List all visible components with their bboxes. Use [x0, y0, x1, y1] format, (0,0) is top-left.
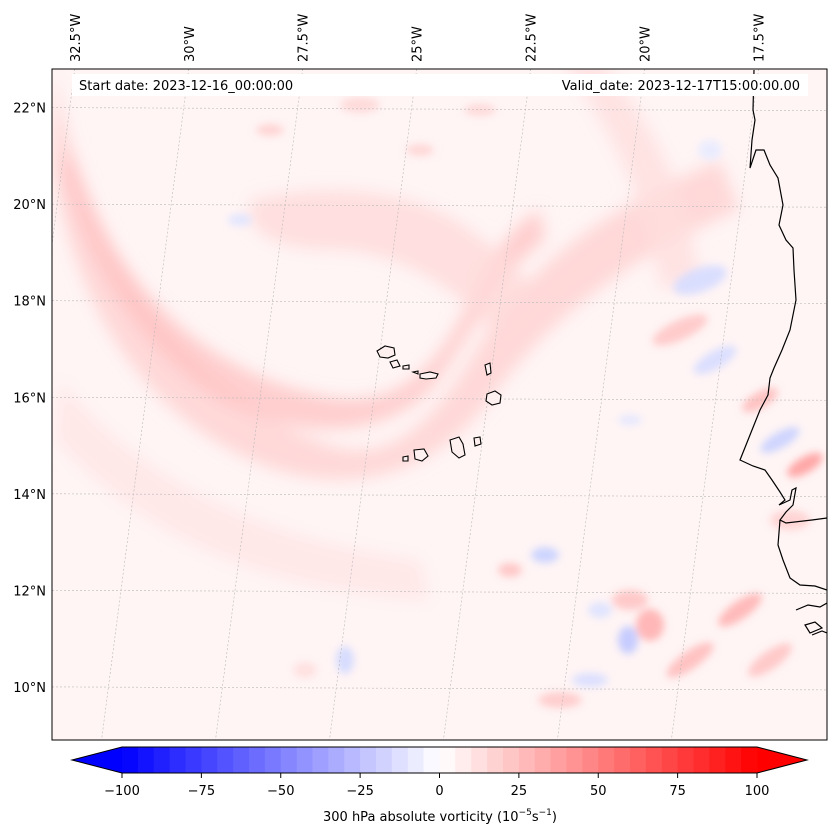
colorbar-tick-label: 50 — [590, 784, 607, 799]
colorbar-tick-label: −75 — [188, 784, 215, 799]
longitude-tick-label: 17.5°W — [753, 14, 768, 62]
colorbar-extend-high — [757, 747, 807, 773]
colorbar-cell — [741, 747, 758, 773]
parallel-gridline — [52, 300, 827, 305]
parallel-gridline — [52, 590, 827, 594]
map-panel: Start date: 2023-12-16_00:00:00 Valid_da… — [13, 14, 828, 741]
colorbar-cell — [249, 747, 266, 773]
colorbar-cell — [677, 747, 694, 773]
longitude-tick-label: 25°W — [411, 26, 426, 62]
colorbar-cell — [566, 747, 583, 773]
meridian-gridline — [215, 69, 304, 740]
colorbar-cell — [185, 747, 202, 773]
parallel-gridline — [52, 107, 827, 111]
meridian-gridline — [52, 69, 76, 247]
colorbar-cell — [423, 747, 440, 773]
colorbar-cell — [344, 747, 361, 773]
colorbar-cell — [407, 747, 425, 773]
vorticity-field — [52, 69, 827, 740]
longitude-tick-label: 30°W — [183, 26, 198, 62]
date-info-bar: Start date: 2023-12-16_00:00:00 Valid_da… — [72, 74, 808, 96]
colorbar-extend-low — [72, 747, 122, 773]
colorbar-cell — [233, 747, 250, 773]
parallel-gridline — [52, 203, 827, 208]
positive-band — [52, 69, 740, 600]
colorbar-cell — [169, 747, 186, 773]
colorbar-tick-label: −50 — [267, 784, 294, 799]
latitude-tick-label: 18°N — [13, 295, 46, 310]
colorbar-cell — [518, 747, 536, 773]
colorbar-cell — [312, 747, 329, 773]
map-frame — [51, 68, 828, 741]
colorbar-cell — [122, 747, 139, 773]
colorbar-label: 300 hPa absolute vorticity (10−5s−1) — [323, 808, 557, 825]
colorbar-tick-label: 0 — [435, 784, 443, 799]
meridian-gridline — [101, 69, 190, 740]
latitude-tick-label: 16°N — [13, 391, 46, 406]
colorbar-cell — [376, 747, 393, 773]
colorbar-cell — [471, 747, 488, 773]
colorbar-cell — [296, 747, 313, 773]
colorbar-cell — [264, 747, 282, 773]
colorbar-cell — [614, 747, 631, 773]
cape-verde-islands — [376, 345, 502, 462]
colorbar-tick-label: 75 — [669, 784, 686, 799]
latitude-tick-label: 20°N — [13, 198, 46, 213]
gridlines — [52, 69, 827, 740]
parallel-gridline — [52, 493, 827, 498]
longitude-tick-label: 20°W — [639, 26, 654, 62]
colorbar-tick-label: 25 — [511, 784, 528, 799]
colorbar-tick-label: −100 — [104, 784, 140, 799]
parallel-gridline — [52, 396, 827, 401]
colorbar-cell — [439, 747, 456, 773]
coastal-perturbations — [228, 97, 823, 708]
colorbar-tick-label: −25 — [346, 784, 373, 799]
colorbar-cell — [550, 747, 567, 773]
colorbar-cell — [709, 747, 726, 773]
colorbar-cell — [153, 747, 171, 773]
latitude-tick-label: 12°N — [13, 584, 46, 599]
colorbar-cell — [582, 747, 599, 773]
meridian-gridline — [443, 69, 531, 740]
meridian-gridline — [557, 69, 645, 740]
longitude-tick-labels: 32.5°W 30°W 27.5°W 25°W 22.5°W 20°W 17.5°W — [69, 14, 768, 62]
colorbar-ticks: −100 −75 −50 −25 0 25 50 75 100 — [104, 773, 769, 799]
parallel-gridline — [52, 686, 827, 691]
latitude-tick-labels: 22°N 20°N 18°N 16°N 14°N 12°N 10°N — [13, 102, 46, 696]
latitude-tick-label: 10°N — [13, 681, 46, 696]
colorbar-cells — [72, 747, 807, 773]
colorbar-cell — [391, 747, 409, 773]
longitude-tick-label: 27.5°W — [297, 14, 312, 62]
meridian-gridline — [329, 69, 418, 740]
colorbar-cell — [217, 747, 234, 773]
latitude-tick-label: 14°N — [13, 488, 46, 503]
colorbar-cell — [201, 747, 218, 773]
colorbar-cell — [328, 747, 345, 773]
longitude-tick-label: 32.5°W — [69, 14, 84, 62]
colorbar-cell — [503, 747, 520, 773]
colorbar-tick-label: 100 — [745, 784, 770, 799]
coastline — [739, 69, 827, 636]
valid-date-label: Valid_date: 2023-12-17T15:00:00.00 — [562, 79, 800, 94]
colorbar-cell — [137, 747, 155, 773]
colorbar-cell — [280, 747, 298, 773]
latitude-tick-label: 22°N — [13, 102, 46, 117]
colorbar-cell — [598, 747, 615, 773]
colorbar-cell — [693, 747, 710, 773]
colorbar-cell — [534, 747, 552, 773]
colorbar-cell — [360, 747, 377, 773]
colorbar: −100 −75 −50 −25 0 25 50 75 100 300 hPa absolute… — [70, 746, 809, 825]
colorbar-cell — [630, 747, 647, 773]
longitude-tick-label: 22.5°W — [525, 14, 540, 62]
colorbar-cell — [661, 747, 679, 773]
colorbar-cell — [487, 747, 504, 773]
meridian-gridline — [671, 69, 759, 740]
colorbar-cell — [725, 747, 742, 773]
start-date-label: Start date: 2023-12-16_00:00:00 — [79, 79, 293, 94]
colorbar-cell — [455, 747, 472, 773]
colorbar-cell — [645, 747, 663, 773]
